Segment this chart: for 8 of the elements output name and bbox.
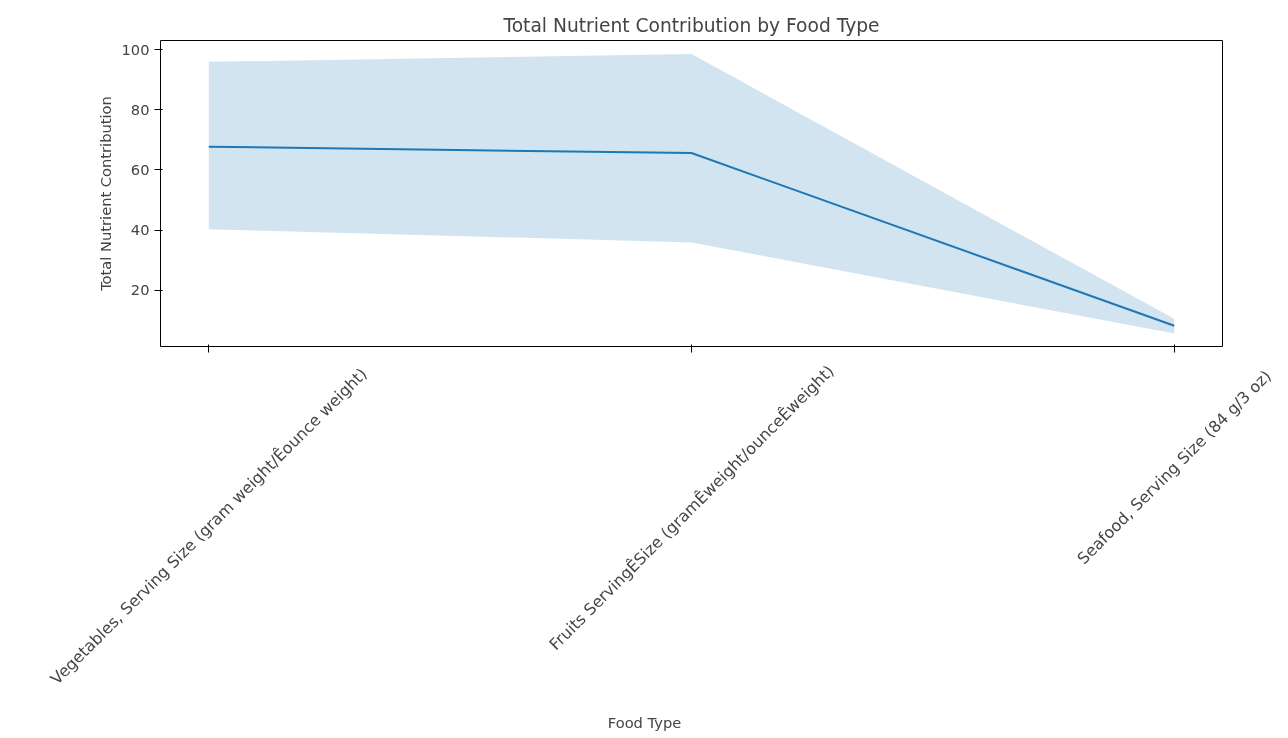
y-tick-label: 100 bbox=[121, 40, 150, 58]
y-tick-label: 20 bbox=[130, 281, 150, 299]
y-tick-label: 60 bbox=[130, 160, 150, 178]
chart-title: Total Nutrient Contribution by Food Type bbox=[502, 14, 880, 36]
x-axis-title: Food Type bbox=[607, 713, 682, 731]
y-tick-label: 80 bbox=[130, 100, 150, 118]
y-tick-label: 40 bbox=[130, 221, 150, 239]
y-axis-title: Total Nutrient Contribution bbox=[96, 96, 114, 292]
